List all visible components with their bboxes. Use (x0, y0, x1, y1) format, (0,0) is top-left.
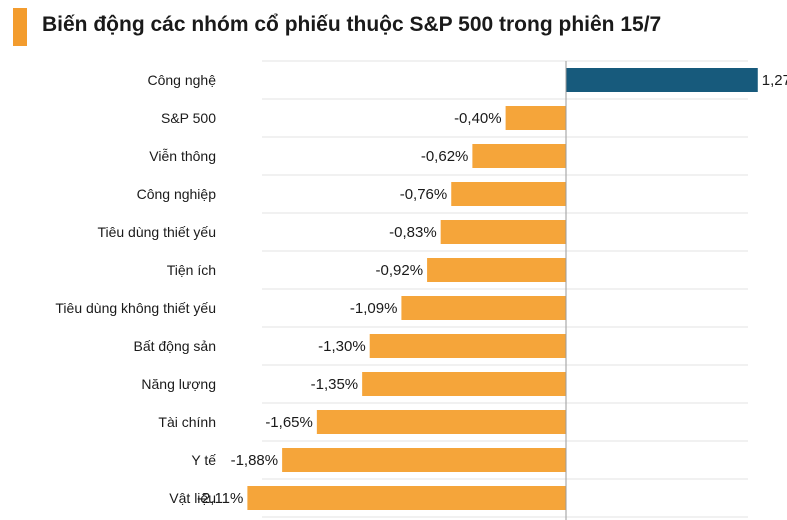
bar (451, 182, 566, 206)
bar (566, 68, 758, 92)
data-label: -1,88% (231, 452, 279, 469)
category-label: Tiện ích (167, 262, 216, 278)
data-label: 1,27% (762, 72, 787, 89)
bar (472, 144, 566, 168)
data-label: -2,11% (197, 490, 243, 507)
bar (247, 486, 566, 510)
category-label: Viễn thông (149, 148, 216, 164)
bar (505, 106, 566, 130)
category-label: Y tế (191, 452, 216, 468)
bar (316, 410, 566, 434)
category-label: Công nghiệp (137, 186, 217, 202)
bar (362, 372, 566, 396)
data-label: -1,09% (350, 300, 398, 317)
data-label: -0,83% (389, 224, 437, 241)
bar (427, 258, 566, 282)
category-label: Công nghệ (147, 72, 216, 88)
bar (401, 296, 566, 320)
bar (369, 334, 566, 358)
bar (282, 448, 566, 472)
category-label: Tiêu dùng không thiết yếu (55, 300, 216, 316)
data-label: -0,92% (376, 262, 424, 279)
data-label: -1,30% (318, 338, 366, 355)
bar (440, 220, 566, 244)
category-label: S&P 500 (161, 110, 216, 126)
category-label: Tài chính (158, 414, 216, 430)
chart-title: Biến động các nhóm cổ phiếu thuộc S&P 50… (42, 13, 662, 36)
category-label: Tiêu dùng thiết yếu (97, 224, 216, 240)
data-label: -0,76% (400, 186, 448, 203)
category-label: Năng lượng (141, 376, 216, 392)
data-label: -0,62% (421, 148, 469, 165)
data-label: -1,35% (311, 376, 359, 393)
category-label: Bất động sản (133, 338, 216, 354)
category-label: Vật liệu (169, 490, 216, 506)
data-label: -1,65% (265, 414, 313, 431)
title-accent-bar (13, 8, 27, 46)
data-label: -0,40% (454, 110, 502, 127)
